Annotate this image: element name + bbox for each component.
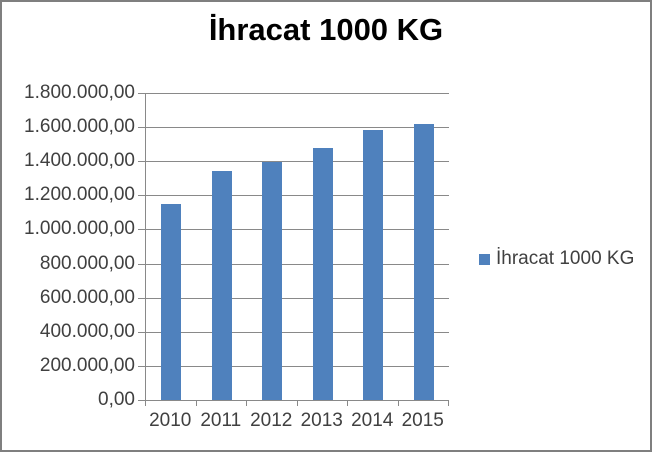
x-axis-tick [398, 401, 399, 406]
gridline [146, 365, 449, 367]
x-axis-tick [448, 401, 449, 406]
gridline [146, 127, 449, 129]
legend-swatch-icon [479, 253, 490, 265]
chart-title[interactable]: İhracat 1000 KG [208, 12, 444, 47]
y-axis-label: 1.000.000,00 [24, 218, 135, 239]
y-axis-tick [138, 332, 145, 333]
y-axis-tick [138, 161, 145, 162]
y-axis-label: 200.000,00 [39, 355, 135, 376]
x-axis-tick [347, 401, 348, 406]
y-axis-tick [138, 229, 145, 230]
legend[interactable]: İhracat 1000 KG [479, 248, 634, 270]
gridline [146, 263, 449, 265]
bar-2015[interactable] [413, 123, 434, 400]
x-axis-tick [145, 401, 146, 406]
y-axis-label: 1.800.000,00 [24, 82, 135, 103]
x-axis-tick [246, 401, 247, 406]
y-axis-label: 800.000,00 [39, 253, 135, 274]
gridline [146, 195, 449, 197]
y-axis-tick [138, 195, 145, 196]
x-axis-label-2011: 2011 [200, 410, 242, 431]
y-axis-label: 0,00 [98, 389, 135, 410]
x-axis-label-2010: 2010 [149, 410, 192, 431]
bar-2011[interactable] [211, 170, 232, 400]
x-axis-label-2015: 2015 [401, 410, 444, 431]
legend-series-label: İhracat 1000 KG [496, 248, 635, 269]
y-axis-label: 1.600.000,00 [24, 116, 135, 137]
y-axis-tick [138, 366, 145, 367]
bar-2012[interactable] [262, 162, 283, 400]
bar-2013[interactable] [312, 148, 333, 400]
x-axis-label-2014: 2014 [351, 410, 394, 431]
gridline [146, 297, 449, 299]
x-axis-tick [297, 401, 298, 406]
gridline [146, 331, 449, 333]
x-axis-label-2013: 2013 [300, 410, 343, 431]
y-axis-tick [138, 93, 145, 94]
y-axis-tick [138, 264, 145, 265]
gridline [146, 161, 449, 163]
y-axis-label: 400.000,00 [39, 321, 135, 342]
x-axis-tick [196, 401, 197, 406]
y-axis-label: 600.000,00 [39, 287, 135, 308]
bar-2014[interactable] [363, 129, 384, 400]
gridline [146, 93, 449, 94]
plot-area [145, 93, 449, 401]
y-axis-tick [138, 127, 145, 128]
x-axis-label-2012: 2012 [250, 410, 293, 431]
gridline [146, 229, 449, 231]
y-axis-tick [138, 298, 145, 299]
y-axis-tick [138, 400, 145, 401]
y-axis-label: 1.200.000,00 [24, 184, 135, 205]
bar-2010[interactable] [161, 203, 182, 400]
y-axis-label: 1.400.000,00 [24, 150, 135, 171]
